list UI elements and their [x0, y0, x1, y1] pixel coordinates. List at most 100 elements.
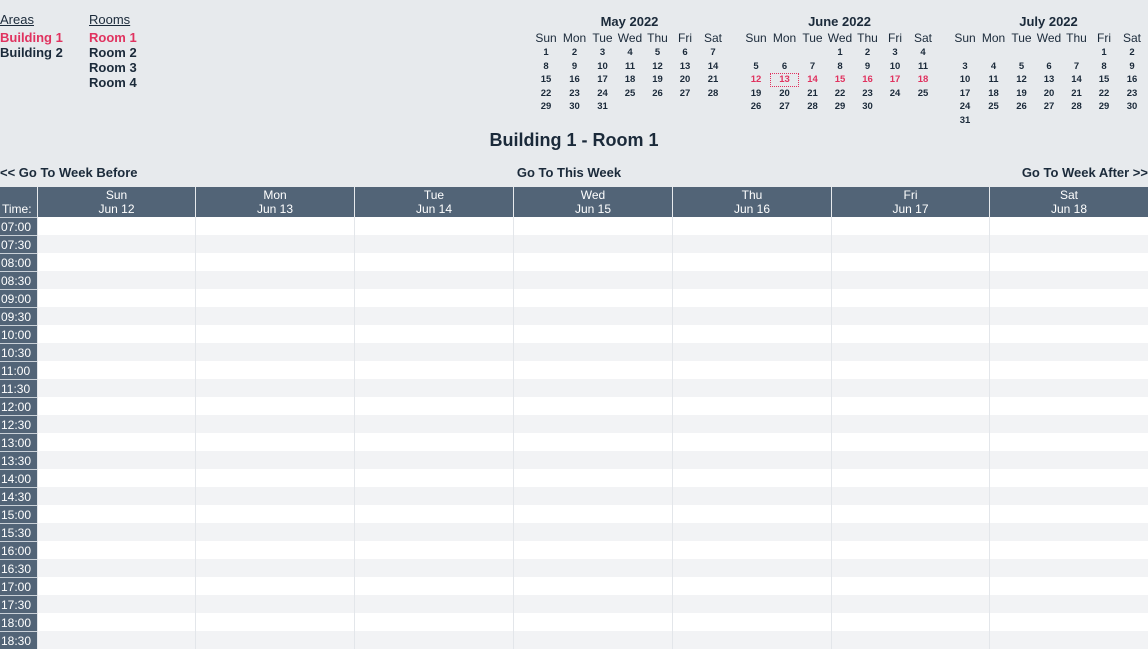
booking-slot-cell[interactable]	[195, 361, 354, 379]
booking-slot-cell[interactable]	[831, 469, 989, 487]
booking-slot-cell[interactable]	[354, 253, 513, 271]
calendar-day[interactable]: 8	[837, 60, 843, 72]
area-item[interactable]: Building 1	[0, 30, 63, 45]
booking-slot-cell[interactable]	[195, 505, 354, 523]
booking-slot-cell[interactable]	[831, 451, 989, 469]
calendar-day[interactable]: 30	[1126, 101, 1138, 112]
booking-slot-cell[interactable]	[37, 217, 195, 235]
booking-slot-cell[interactable]	[354, 469, 513, 487]
booking-slot-cell[interactable]	[37, 469, 195, 487]
room-item[interactable]: Room 1	[89, 30, 137, 45]
calendar-day[interactable]: 11	[988, 74, 999, 85]
calendar-day[interactable]: 31	[597, 101, 608, 112]
booking-slot-cell[interactable]	[37, 631, 195, 649]
room-item[interactable]: Room 3	[89, 60, 137, 75]
calendar-day[interactable]: 16	[569, 74, 580, 85]
calendar-day[interactable]: 18	[988, 87, 999, 99]
day-column-header[interactable]: Sat Jun 18	[989, 187, 1148, 217]
calendar-day[interactable]: 13	[770, 73, 799, 87]
calendar-day[interactable]: 9	[571, 60, 578, 72]
booking-slot-cell[interactable]	[672, 379, 831, 397]
calendar-day[interactable]: 20	[779, 87, 790, 99]
booking-slot-cell[interactable]	[195, 235, 354, 253]
calendar-day[interactable]: 29	[540, 101, 552, 112]
calendar-day[interactable]: 13	[1043, 74, 1055, 85]
calendar-day[interactable]: 9	[864, 60, 871, 72]
calendar-day[interactable]: 28	[807, 101, 818, 112]
go-to-this-week-link[interactable]: Go To This Week	[516, 165, 622, 180]
booking-slot-cell[interactable]	[672, 217, 831, 235]
calendar-day[interactable]: 22	[834, 87, 846, 99]
booking-slot-cell[interactable]	[831, 595, 989, 613]
booking-slot-cell[interactable]	[195, 379, 354, 397]
booking-slot-cell[interactable]	[195, 343, 354, 361]
booking-slot-cell[interactable]	[831, 613, 989, 631]
calendar-day[interactable]: 26	[1016, 101, 1027, 112]
day-column-header[interactable]: Thu Jun 16	[672, 187, 831, 217]
booking-slot-cell[interactable]	[989, 415, 1148, 433]
booking-slot-cell[interactable]	[37, 271, 195, 289]
calendar-day[interactable]: 16	[1126, 74, 1138, 85]
booking-slot-cell[interactable]	[831, 379, 989, 397]
booking-slot-cell[interactable]	[989, 523, 1148, 541]
booking-slot-cell[interactable]	[195, 397, 354, 415]
room-item[interactable]: Room 4	[89, 75, 137, 90]
booking-slot-cell[interactable]	[989, 631, 1148, 649]
calendar-day[interactable]: 24	[889, 87, 901, 99]
booking-slot-cell[interactable]	[989, 487, 1148, 505]
booking-slot-cell[interactable]	[672, 559, 831, 577]
booking-slot-cell[interactable]	[354, 451, 513, 469]
booking-slot-cell[interactable]	[37, 595, 195, 613]
booking-slot-cell[interactable]	[989, 217, 1148, 235]
calendar-day[interactable]: 23	[862, 87, 873, 99]
calendar-day[interactable]: 2	[864, 47, 871, 58]
booking-slot-cell[interactable]	[513, 595, 672, 613]
booking-slot-cell[interactable]	[672, 433, 831, 451]
calendar-day[interactable]: 1	[837, 47, 843, 58]
booking-slot-cell[interactable]	[37, 559, 195, 577]
booking-slot-cell[interactable]	[195, 433, 354, 451]
booking-slot-cell[interactable]	[195, 325, 354, 343]
calendar-day[interactable]: 30	[862, 101, 873, 112]
time-slot-label[interactable]: 17:00	[0, 577, 37, 595]
calendar-day[interactable]: 22	[540, 87, 552, 99]
booking-slot-cell[interactable]	[672, 325, 831, 343]
calendar-day[interactable]: 3	[962, 60, 968, 72]
time-slot-label[interactable]: 11:30	[0, 379, 37, 397]
time-slot-label[interactable]: 09:00	[0, 289, 37, 307]
calendar-day[interactable]: 4	[920, 47, 926, 58]
calendar-day[interactable]: 14	[707, 60, 719, 72]
calendar-day[interactable]: 22	[1098, 87, 1110, 99]
time-slot-label[interactable]: 13:00	[0, 433, 37, 451]
calendar-day[interactable]: 29	[834, 101, 846, 112]
calendar-day[interactable]: 11	[917, 60, 929, 72]
time-slot-label[interactable]: 12:00	[0, 397, 37, 415]
booking-slot-cell[interactable]	[195, 451, 354, 469]
calendar-day[interactable]: 14	[807, 74, 818, 85]
calendar-day[interactable]: 10	[959, 74, 971, 85]
booking-slot-cell[interactable]	[354, 433, 513, 451]
calendar-day[interactable]: 12	[652, 60, 663, 72]
time-slot-label[interactable]: 18:00	[0, 613, 37, 631]
booking-slot-cell[interactable]	[989, 541, 1148, 559]
calendar-day[interactable]: 24	[959, 101, 971, 112]
booking-slot-cell[interactable]	[513, 361, 672, 379]
booking-slot-cell[interactable]	[989, 235, 1148, 253]
calendar-day[interactable]: 17	[889, 74, 901, 85]
calendar-day[interactable]: 3	[892, 47, 898, 58]
calendar-day[interactable]: 6	[781, 60, 788, 72]
booking-slot-cell[interactable]	[195, 613, 354, 631]
booking-slot-cell[interactable]	[195, 559, 354, 577]
booking-slot-cell[interactable]	[354, 595, 513, 613]
booking-slot-cell[interactable]	[354, 379, 513, 397]
time-slot-label[interactable]: 16:30	[0, 559, 37, 577]
booking-slot-cell[interactable]	[989, 469, 1148, 487]
booking-slot-cell[interactable]	[672, 595, 831, 613]
booking-slot-cell[interactable]	[513, 487, 672, 505]
calendar-day[interactable]: 21	[707, 74, 719, 85]
booking-slot-cell[interactable]	[354, 415, 513, 433]
booking-slot-cell[interactable]	[831, 307, 989, 325]
booking-slot-cell[interactable]	[513, 343, 672, 361]
booking-slot-cell[interactable]	[354, 271, 513, 289]
booking-slot-cell[interactable]	[672, 631, 831, 649]
